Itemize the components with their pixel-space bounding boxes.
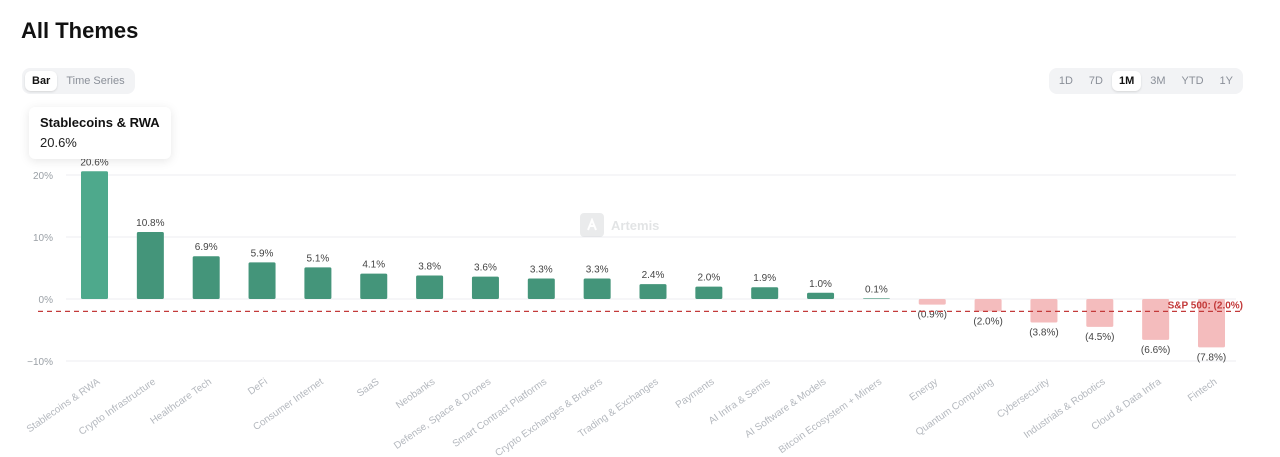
bar — [304, 267, 332, 299]
artemis-logo-icon — [580, 213, 604, 237]
bar — [471, 276, 499, 299]
watermark: Artemis — [580, 213, 659, 237]
x-tick-label: Cybersecurity — [995, 376, 1051, 420]
x-tick-label: Energy — [908, 376, 940, 403]
watermark-text: Artemis — [611, 217, 660, 233]
x-tick-label: Crypto Exchanges & Brokers — [493, 376, 604, 457]
benchmark-label: S&P 500: (2.0%) — [1168, 300, 1243, 311]
x-tick-label: Bitcoin Ecosystem + Miners — [777, 376, 884, 456]
page-title: All Themes — [21, 18, 139, 43]
data-label: (7.8%) — [1197, 352, 1226, 363]
data-label: (4.5%) — [1085, 332, 1114, 343]
bar — [862, 298, 890, 299]
range-toggle-ytd[interactable]: YTD — [1181, 75, 1204, 87]
data-label: 6.9% — [195, 242, 218, 253]
bar — [81, 171, 108, 299]
bar — [1086, 299, 1114, 327]
tooltip-title: Stablecoins & RWA — [40, 115, 160, 130]
bar — [918, 299, 946, 305]
view-toggle-bar[interactable]: Bar — [25, 71, 58, 91]
data-label: 0.1% — [865, 284, 888, 295]
range-toggle-7d[interactable]: 7D — [1088, 75, 1103, 87]
bar — [1030, 299, 1058, 323]
view-toggle: Bar Time Series — [22, 68, 135, 94]
data-label: 2.4% — [642, 270, 665, 281]
data-label: 3.3% — [586, 265, 609, 276]
bar — [248, 262, 276, 299]
x-tick-label: Neobanks — [394, 376, 437, 411]
tooltip-value: 20.6% — [40, 135, 77, 150]
bar — [360, 273, 388, 299]
bar — [1142, 299, 1170, 340]
data-label: 4.1% — [362, 260, 385, 271]
data-label: (6.6%) — [1141, 345, 1170, 356]
x-tick-label: Defense, Space & Drones — [392, 376, 493, 451]
data-label: 1.0% — [809, 279, 832, 290]
chart-tooltip: Stablecoins & RWA 20.6% — [29, 107, 171, 159]
y-tick-label: 20% — [33, 171, 53, 182]
y-tick-label: 0% — [39, 295, 54, 306]
bar — [416, 275, 444, 299]
data-label: 3.8% — [418, 261, 441, 272]
x-tick-label: Payments — [674, 376, 717, 411]
range-toggle-1y[interactable]: 1Y — [1219, 75, 1233, 87]
data-label: (2.0%) — [973, 316, 1002, 327]
data-label: 10.8% — [136, 218, 164, 229]
data-label: 5.9% — [251, 248, 274, 259]
range-toggle-1m[interactable]: 1M — [1111, 71, 1142, 91]
bar — [639, 284, 667, 299]
data-label: 20.6% — [80, 157, 108, 168]
bar — [192, 256, 220, 299]
data-label: 2.0% — [697, 273, 720, 284]
x-tick-label: SaaS — [355, 376, 382, 399]
x-tick-label: Fintech — [1186, 376, 1219, 404]
range-toggle: 1D 7D 1M 3M YTD 1Y — [1048, 68, 1243, 94]
y-tick-label: 10% — [33, 233, 53, 244]
view-toggle-time-series[interactable]: Time Series — [66, 75, 125, 87]
bar — [136, 232, 164, 299]
data-label: 5.1% — [307, 253, 330, 264]
bar — [974, 299, 1002, 312]
range-toggle-3m[interactable]: 3M — [1150, 75, 1166, 87]
data-label: 1.9% — [753, 273, 776, 284]
bar — [807, 292, 835, 299]
range-toggle-1d[interactable]: 1D — [1058, 75, 1073, 87]
x-tick-label: Smart Contract Platforms — [451, 376, 549, 449]
bar — [751, 287, 779, 299]
data-label: 3.6% — [474, 263, 497, 274]
y-tick-label: −10% — [27, 357, 53, 368]
bar — [527, 278, 555, 299]
bar — [695, 286, 723, 299]
data-label: (3.8%) — [1029, 328, 1058, 339]
data-label: (0.9%) — [918, 310, 947, 321]
x-tick-label: DeFi — [246, 376, 270, 397]
bar — [583, 278, 611, 299]
x-tick-label: Healthcare Tech — [149, 376, 214, 426]
data-label: 3.3% — [530, 265, 553, 276]
